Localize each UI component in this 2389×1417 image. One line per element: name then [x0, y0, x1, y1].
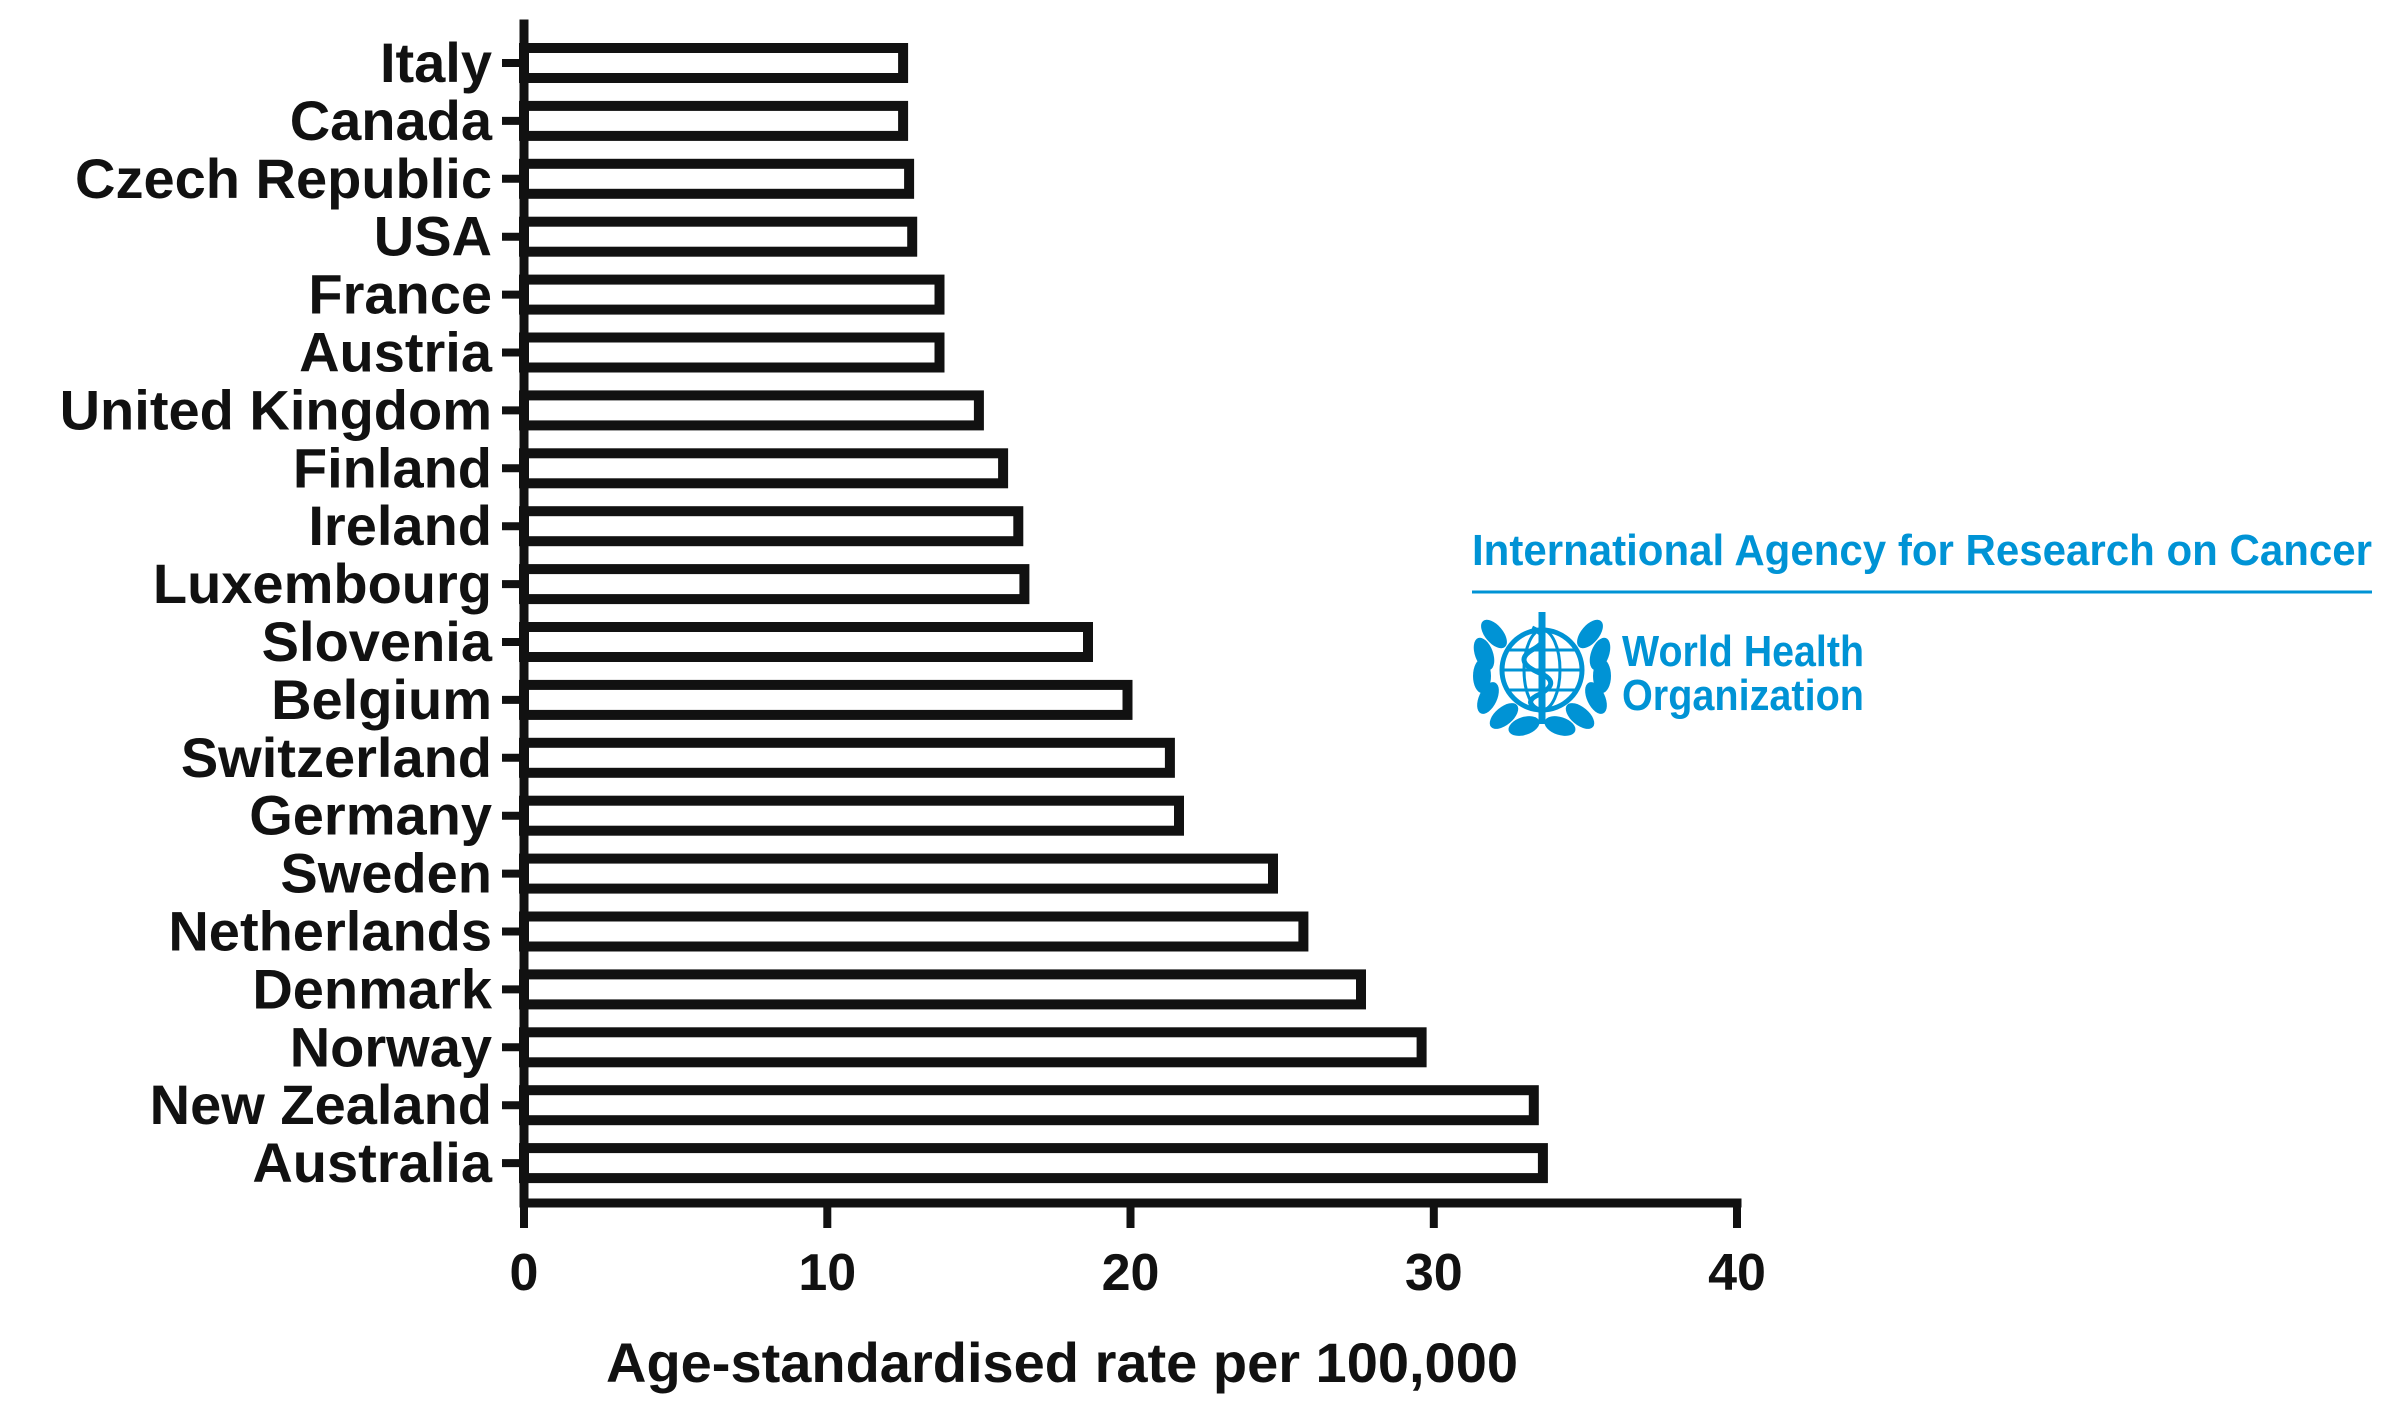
category-label-canada: Canada — [290, 89, 493, 152]
bar-slovenia — [519, 622, 1093, 662]
category-label-france: France — [308, 263, 492, 326]
category-label-new-zealand: New Zealand — [150, 1073, 492, 1136]
bar-australia — [519, 1143, 1548, 1184]
who-emblem-icon — [1473, 612, 1611, 736]
category-label-luxembourg: Luxembourg — [153, 552, 492, 615]
x-tick-label-0: 0 — [510, 1244, 539, 1302]
bar-austria — [519, 332, 945, 373]
bar-netherlands — [519, 911, 1309, 952]
bars-layer — [519, 43, 1548, 1184]
category-label-czech-republic: Czech Republic — [75, 147, 492, 210]
bar-switzerland — [519, 737, 1175, 778]
agency-name: International Agency for Research on Can… — [1472, 526, 2372, 575]
bar-luxembourg — [519, 564, 1030, 605]
iarc-who-logo: International Agency for Research on Can… — [1472, 526, 2372, 736]
category-label-usa: USA — [374, 205, 492, 268]
category-label-ireland: Ireland — [308, 494, 492, 557]
category-label-denmark: Denmark — [252, 957, 493, 1020]
axes — [519, 19, 1742, 1208]
category-label-italy: Italy — [380, 31, 492, 94]
who-name-line2: Organization — [1622, 671, 1864, 720]
bar-sweden — [519, 853, 1278, 894]
bar-canada — [519, 100, 909, 141]
category-label-australia: Australia — [252, 1131, 492, 1194]
x-tick-label-20: 20 — [1102, 1244, 1160, 1302]
category-label-netherlands: Netherlands — [168, 900, 492, 963]
category-label-slovenia: Slovenia — [262, 610, 493, 673]
bar-denmark — [519, 969, 1366, 1010]
bar-norway — [519, 1027, 1427, 1068]
category-label-united-kingdom: United Kingdom — [60, 378, 492, 441]
category-label-germany: Germany — [249, 784, 492, 847]
x-tick-label-40: 40 — [1708, 1244, 1766, 1302]
category-label-austria: Austria — [299, 321, 493, 384]
x-axis-title: Age-standardised rate per 100,000 — [606, 1331, 1518, 1394]
category-label-switzerland: Switzerland — [181, 726, 492, 789]
x-ticks: 0 10 20 30 40 — [510, 1203, 1766, 1302]
bar-united-kingdom — [519, 390, 984, 431]
bar-ireland — [519, 506, 1024, 547]
category-label-sweden: Sweden — [280, 842, 492, 905]
x-tick-label-30: 30 — [1405, 1244, 1463, 1302]
category-label-finland: Finland — [293, 436, 492, 499]
bar-germany — [519, 795, 1184, 836]
bar-usa — [519, 216, 918, 257]
who-name-line1: World Health — [1622, 627, 1864, 676]
bar-italy — [519, 43, 909, 83]
bar-new-zealand — [519, 1085, 1539, 1126]
bar-belgium — [519, 679, 1133, 720]
bar-france — [519, 274, 945, 315]
category-label-belgium: Belgium — [271, 668, 492, 731]
x-tick-label-10: 10 — [798, 1244, 856, 1302]
bar-finland — [519, 448, 1009, 489]
bar-czech-republic — [519, 158, 915, 199]
category-label-norway: Norway — [290, 1015, 492, 1078]
